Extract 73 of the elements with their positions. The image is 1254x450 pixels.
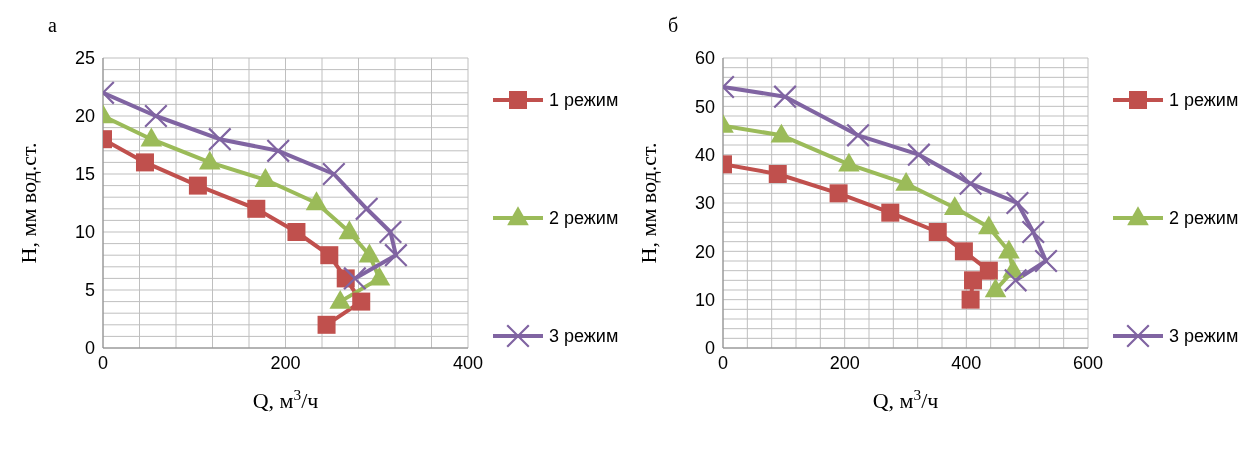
point (188, 176, 207, 195)
point (928, 223, 947, 241)
y-tick-label: 60 (694, 48, 715, 69)
y-tick-label: 10 (74, 222, 95, 243)
x-tick-label: 0 (717, 352, 729, 373)
point (321, 162, 346, 186)
point (1021, 220, 1046, 244)
y-axis-title: H, мм вод.ст. (15, 142, 41, 264)
point (846, 123, 870, 148)
point (140, 127, 163, 147)
point (144, 104, 168, 128)
y-tick-label: 50 (694, 96, 715, 117)
x-tick-label: 400 (951, 352, 982, 373)
point (1034, 249, 1058, 273)
point (342, 266, 367, 291)
chart-title: б (668, 14, 679, 37)
point (358, 243, 381, 263)
point (984, 278, 1007, 298)
point (978, 215, 1000, 235)
legend-label: 2 режим (1169, 207, 1239, 229)
y-tick-label: 0 (704, 338, 715, 359)
point (338, 220, 361, 240)
x-tick-label: 400 (452, 352, 484, 373)
y-tick-label: 10 (694, 290, 715, 311)
point (773, 84, 797, 109)
x-tick-label: 200 (270, 352, 301, 373)
x-axis-title: Q, м$^{3}$/ч (872, 385, 939, 413)
point (207, 127, 232, 152)
point (954, 242, 973, 261)
y-tick-label: 30 (694, 193, 715, 214)
point (958, 171, 983, 196)
point (768, 165, 787, 183)
point (881, 203, 900, 222)
legend-label: 3 режим (1169, 325, 1239, 347)
point (352, 292, 371, 311)
point (135, 153, 154, 172)
legend-label: 2 режим (549, 207, 619, 229)
point (320, 246, 339, 265)
y-tick-label: 5 (84, 280, 95, 301)
point (964, 271, 983, 290)
x-axis-title: Q, м$^{3}$/ч (252, 385, 319, 413)
y-tick-label: 15 (74, 164, 95, 185)
point (961, 290, 980, 309)
chart-title: а (48, 14, 57, 37)
point (1005, 191, 1030, 215)
point (979, 261, 998, 280)
point (906, 142, 931, 167)
point (266, 138, 291, 163)
x-tick-label: 200 (829, 352, 860, 373)
x-tick-label: 600 (1072, 352, 1104, 373)
point (305, 191, 328, 211)
y-tick-label: 20 (694, 241, 715, 262)
point (247, 199, 266, 218)
point (943, 196, 966, 216)
y-tick-label: 40 (694, 145, 715, 166)
point (829, 184, 848, 203)
legend-label: 1 режим (1169, 89, 1239, 111)
y-axis-title: H, мм вод.ст. (635, 142, 661, 264)
y-tick-label: 0 (84, 338, 95, 359)
y-tick-label: 20 (74, 106, 95, 127)
point (254, 168, 277, 187)
point (384, 243, 408, 268)
legend-label: 1 режим (549, 89, 619, 111)
point (198, 150, 221, 170)
legend-label: 3 режим (549, 325, 619, 347)
point (354, 196, 379, 221)
point (378, 220, 403, 244)
y-tick-label: 25 (74, 48, 95, 69)
point (998, 239, 1020, 259)
point (1003, 268, 1028, 293)
point (287, 223, 306, 241)
x-tick-label: 0 (97, 352, 109, 373)
point (317, 315, 336, 334)
